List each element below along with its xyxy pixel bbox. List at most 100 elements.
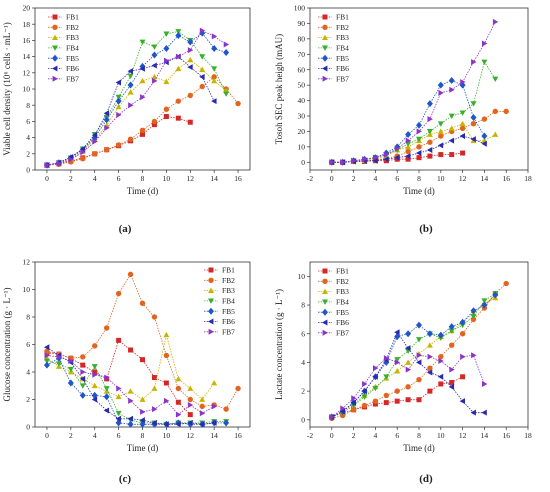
data-point	[503, 280, 509, 287]
series-line	[46, 59, 227, 166]
data-point	[448, 323, 455, 331]
y-tick-label: 80	[298, 34, 306, 43]
data-point	[139, 417, 145, 424]
data-point	[372, 373, 378, 380]
series-line	[46, 355, 215, 416]
data-point	[449, 86, 455, 93]
data-point	[175, 53, 182, 60]
data-point	[44, 348, 50, 355]
data-point	[503, 108, 509, 115]
x-tick-label: 12	[459, 431, 467, 440]
data-point	[340, 159, 346, 166]
data-point	[79, 391, 86, 399]
data-point	[481, 116, 488, 122]
y-tick-label: 2	[301, 387, 305, 396]
data-point	[211, 380, 218, 386]
data-point	[44, 352, 50, 359]
data-point	[383, 151, 390, 158]
x-axis-title: Time (d)	[127, 186, 158, 196]
data-point	[103, 116, 110, 124]
data-point	[139, 300, 146, 306]
x-tick-label: 6	[117, 174, 121, 183]
series-line	[331, 297, 496, 418]
legend-label: FB5	[336, 308, 349, 317]
x-tick-label: 14	[210, 174, 218, 183]
y-tick-label: 8	[26, 313, 30, 322]
y-tick-label: 50	[298, 81, 306, 90]
x-tick-label: 10	[437, 431, 445, 440]
legend-marker	[208, 318, 214, 325]
legend-marker	[52, 75, 58, 82]
data-point	[199, 27, 206, 34]
data-point	[139, 65, 145, 72]
data-point	[103, 110, 110, 117]
data-point	[187, 119, 193, 125]
y-tick-label: 8	[26, 101, 30, 110]
y-tick-label: 0	[26, 166, 30, 175]
data-point	[492, 131, 499, 137]
y-tick-label: 6	[26, 340, 30, 349]
data-point	[394, 154, 400, 161]
data-point	[405, 345, 411, 352]
data-point	[459, 331, 466, 337]
y-tick-label: 10	[298, 272, 306, 281]
data-point	[448, 137, 455, 144]
data-point	[151, 51, 158, 59]
data-point	[115, 290, 122, 297]
data-point	[128, 347, 134, 353]
data-point	[128, 102, 134, 109]
data-point	[459, 125, 466, 132]
data-point	[426, 369, 433, 376]
data-point	[199, 83, 205, 90]
data-point	[163, 106, 170, 112]
legend-marker	[322, 24, 328, 30]
data-point	[416, 136, 422, 143]
data-point	[460, 79, 466, 86]
data-point	[438, 152, 444, 158]
data-point	[152, 77, 158, 84]
data-point	[394, 145, 401, 152]
data-point	[235, 385, 241, 392]
x-tick-label: 12	[187, 431, 195, 440]
y-tick-label: 12	[23, 258, 31, 267]
data-point	[470, 314, 477, 320]
legend-label: FB6	[222, 317, 235, 326]
data-point	[187, 385, 194, 391]
series-line	[46, 346, 215, 425]
series-fb6	[328, 133, 487, 166]
data-point	[187, 38, 194, 46]
data-point	[115, 79, 122, 86]
data-point	[139, 39, 146, 46]
data-point	[471, 352, 477, 359]
series-line	[46, 76, 239, 166]
data-point	[351, 395, 357, 402]
data-point	[199, 410, 206, 417]
legend-marker	[52, 65, 58, 72]
x-tick-label: 0	[330, 431, 334, 440]
data-point	[175, 411, 182, 418]
legend-marker	[322, 14, 328, 20]
legend-label: FB2	[66, 23, 79, 32]
data-point	[351, 157, 357, 164]
x-tick-label: 10	[163, 174, 171, 183]
y-axis-title: Tosoh SEC peak heigh (mAU)	[274, 34, 284, 144]
panel-label: (c)	[119, 473, 132, 485]
data-point	[448, 77, 455, 85]
data-point	[350, 399, 356, 406]
data-point	[416, 150, 422, 157]
legend-marker	[322, 308, 328, 316]
data-point	[460, 374, 466, 380]
series-fb2	[44, 271, 241, 412]
data-point	[405, 359, 412, 365]
series-fb4	[328, 59, 499, 166]
data-point	[68, 156, 74, 163]
data-point	[394, 357, 401, 363]
data-point	[163, 45, 170, 52]
y-tick-label: 14	[23, 52, 31, 61]
plot-frame	[34, 261, 251, 428]
x-tick-label: -2	[307, 431, 313, 440]
legend-marker	[322, 319, 328, 326]
data-point	[103, 393, 110, 401]
